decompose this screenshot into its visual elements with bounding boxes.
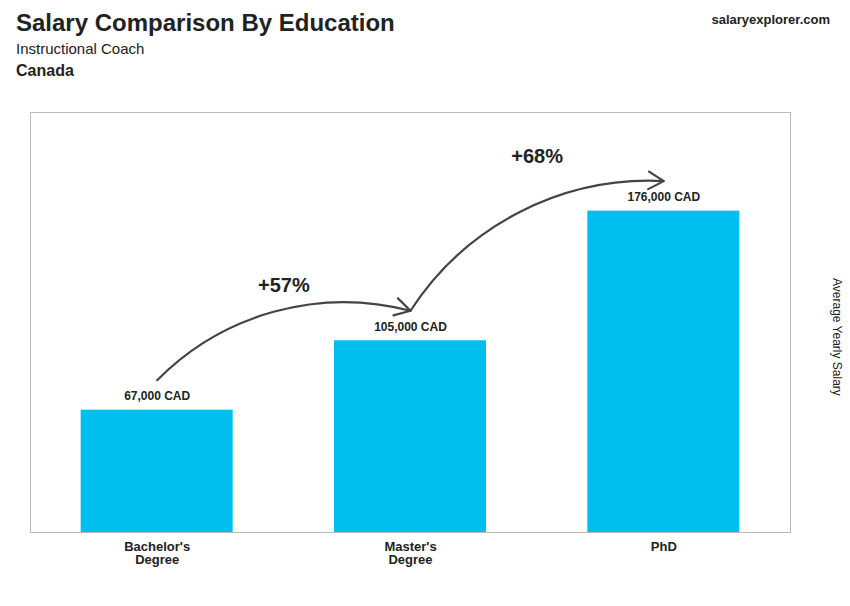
svg-text:105,000 CAD: 105,000 CAD: [374, 320, 447, 334]
html-text:Canada: Canada: [16, 62, 74, 79]
svg-text:+57%: +57%: [258, 274, 310, 296]
svg-text:+68%: +68%: [511, 145, 563, 167]
svg-text:67,000 CAD: 67,000 CAD: [124, 389, 190, 403]
html-text:Salary Comparison By Education: Salary Comparison By Education: [16, 9, 395, 36]
svg-text:176,000 CAD: 176,000 CAD: [627, 190, 700, 204]
html-text:Instructional Coach: Instructional Coach: [16, 40, 145, 57]
html-text:salaryexplorer.com: salaryexplorer.com: [711, 12, 830, 27]
svg-text:Bachelor'sDegree: Bachelor'sDegree: [124, 539, 190, 567]
svg-text:PhD: PhD: [651, 539, 677, 554]
html-text:Average Yearly Salary: Average Yearly Salary: [830, 278, 844, 396]
svg-text:Master'sDegree: Master'sDegree: [384, 539, 436, 567]
